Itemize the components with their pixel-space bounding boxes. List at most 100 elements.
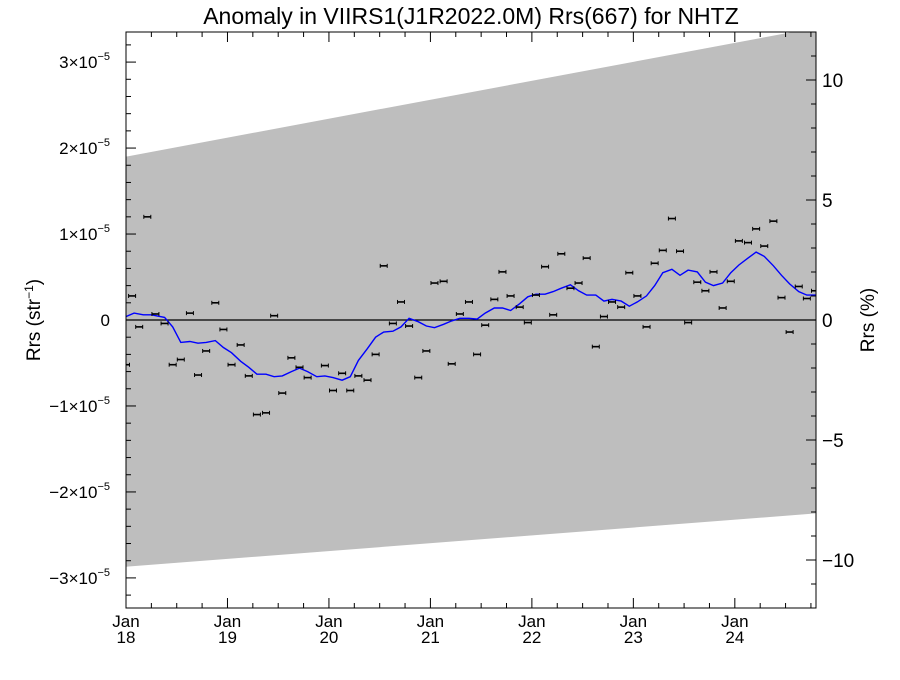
y-axis-label-right: Rrs (%) (858, 288, 879, 352)
y-left-tick-mantissa: 2×10 (59, 139, 97, 158)
data-point (219, 327, 228, 332)
data-point (557, 251, 566, 256)
y-left-tick-label: −2×10−5 (49, 481, 110, 502)
y-left-tick-exponent: −5 (97, 223, 110, 235)
y-left-tick-exponent: −5 (97, 137, 110, 149)
x-tick-label-year: 20 (319, 628, 338, 647)
data-point (794, 284, 803, 289)
x-tick-label-month: Jan (112, 612, 139, 631)
data-point (744, 240, 753, 245)
x-tick-label-month: Jan (721, 612, 748, 631)
data-point (135, 324, 144, 329)
data-point (287, 355, 296, 360)
data-point (684, 320, 693, 325)
data-point (151, 311, 160, 316)
y-right-tick-label: 5 (822, 191, 833, 212)
y-left-tick-mantissa: 1×10 (59, 225, 97, 244)
data-point (388, 321, 397, 326)
data-point (515, 305, 524, 310)
data-point (549, 312, 558, 317)
data-point (160, 321, 169, 326)
data-point (143, 214, 152, 219)
x-tick-label-year: 23 (624, 628, 643, 647)
data-point (371, 352, 380, 357)
data-point (414, 375, 423, 380)
y-left-tick-mantissa: −2×10 (49, 483, 97, 502)
data-point (176, 357, 185, 362)
data-point (262, 410, 271, 415)
y-left-tick-exponent: −5 (97, 481, 110, 493)
y-left-tick-exponent: −5 (97, 567, 110, 579)
x-tick-label-month: Jan (620, 612, 647, 631)
data-point (396, 299, 405, 304)
data-point (531, 293, 540, 298)
x-tick-label-year: 18 (117, 628, 136, 647)
data-point (490, 297, 499, 302)
x-tick-label-year: 22 (522, 628, 541, 647)
y-left-tick-label: 3×10−5 (59, 51, 110, 72)
data-point (498, 269, 507, 274)
data-point (566, 286, 575, 291)
data-point (202, 348, 211, 353)
data-point (447, 361, 456, 366)
data-point (303, 375, 312, 380)
y-left-tick-exponent: −5 (97, 395, 110, 407)
data-point (667, 216, 676, 221)
data-point (455, 311, 464, 316)
data-point (599, 314, 608, 319)
data-point (752, 226, 761, 231)
data-point (734, 238, 743, 243)
data-point (769, 219, 778, 224)
data-point (338, 371, 347, 376)
data-point (541, 264, 550, 269)
data-point (320, 363, 329, 368)
data-point (608, 299, 617, 304)
data-point (642, 324, 651, 329)
data-point (430, 281, 439, 286)
data-point (126, 362, 130, 367)
data-point (693, 280, 702, 285)
data-point (591, 344, 600, 349)
data-point (211, 300, 220, 305)
x-tick-label-month: Jan (518, 612, 545, 631)
y-axis-label-left-base: Rrs (str (24, 298, 45, 361)
data-point (777, 295, 786, 300)
plot-clipped (126, 32, 816, 567)
x-tick-label-year: 21 (421, 628, 440, 647)
data-point (168, 362, 177, 367)
data-point (329, 388, 337, 393)
data-point (244, 373, 253, 378)
data-point (354, 373, 363, 378)
data-point (574, 281, 583, 286)
data-point (810, 288, 816, 293)
data-point (760, 244, 769, 249)
data-point (185, 311, 194, 316)
data-point (523, 320, 532, 325)
y-left-tick-mantissa: 0 (101, 311, 110, 330)
x-tick-label-month: Jan (214, 612, 241, 631)
y-right-tick-label: −5 (822, 431, 844, 452)
data-point (473, 352, 482, 357)
data-point (658, 248, 667, 253)
y-left-tick-label: −3×10−5 (49, 567, 110, 588)
y-left-tick-label: 2×10−5 (59, 137, 110, 158)
data-point (481, 323, 490, 328)
x-tick-label-year: 19 (218, 628, 237, 647)
data-point (676, 249, 685, 254)
data-point (701, 288, 710, 293)
y-right-tick-label: 0 (822, 311, 833, 332)
data-point (346, 388, 355, 393)
y-left-tick-mantissa: −1×10 (49, 397, 97, 416)
data-point (422, 348, 431, 353)
chart-title: Anomaly in VIIRS1(J1R2022.0M) Rrs(667) f… (203, 3, 739, 29)
y-left-tick-label: −1×10−5 (49, 395, 110, 416)
data-point (405, 324, 414, 329)
data-point (718, 305, 727, 310)
y-right-tick-label: 10 (822, 71, 843, 92)
data-point (363, 378, 372, 383)
smoothed-anomaly-line (126, 251, 816, 381)
x-tick-label-month: Jan (417, 612, 444, 631)
y-axis-label-left-sup: −1 (22, 285, 36, 299)
data-point (270, 313, 279, 318)
